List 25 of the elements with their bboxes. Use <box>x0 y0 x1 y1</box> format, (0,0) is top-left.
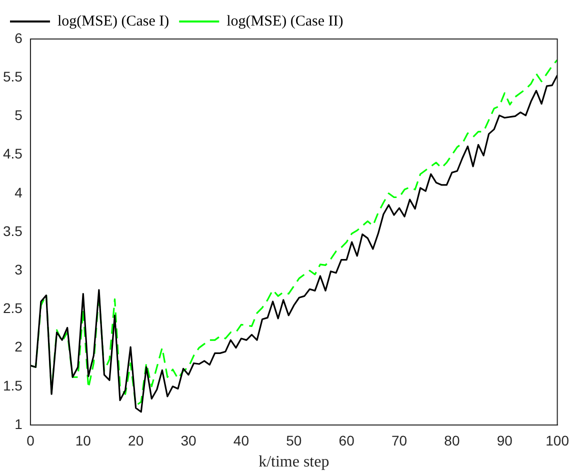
y-tick-label: 3.5 <box>2 222 23 239</box>
y-tick-label: 4 <box>14 184 23 200</box>
x-tick-label: 50 <box>286 432 302 448</box>
y-tick-label: 1 <box>14 416 23 432</box>
y-tick-label: 3 <box>14 261 23 278</box>
y-tick-label: 4.5 <box>2 146 23 162</box>
y-tick-label: 2 <box>14 338 23 355</box>
x-tick-label: 60 <box>338 432 355 448</box>
y-tick-label: 5 <box>14 107 23 124</box>
y-tick-label: 1.5 <box>2 377 23 394</box>
x-tick-label: 0 <box>26 432 35 448</box>
legend-label: log(MSE) (Case II) <box>226 13 344 30</box>
y-tick-label: 5.5 <box>2 68 23 84</box>
x-tick-label: 30 <box>180 432 197 448</box>
x-axis-title: k/time step <box>258 454 330 471</box>
x-tick-label: 100 <box>546 432 570 448</box>
legend-label: log(MSE) (Case I) <box>58 13 170 30</box>
x-tick-label: 80 <box>444 432 460 448</box>
x-tick-label: 90 <box>496 432 513 448</box>
x-tick-label: 40 <box>233 432 250 448</box>
x-tick-label: 20 <box>128 432 144 448</box>
y-tick-label: 2.5 <box>2 300 23 316</box>
y-tick-label: 6 <box>14 30 23 46</box>
x-tick-label: 10 <box>75 432 92 448</box>
x-tick-label: 70 <box>391 432 408 448</box>
